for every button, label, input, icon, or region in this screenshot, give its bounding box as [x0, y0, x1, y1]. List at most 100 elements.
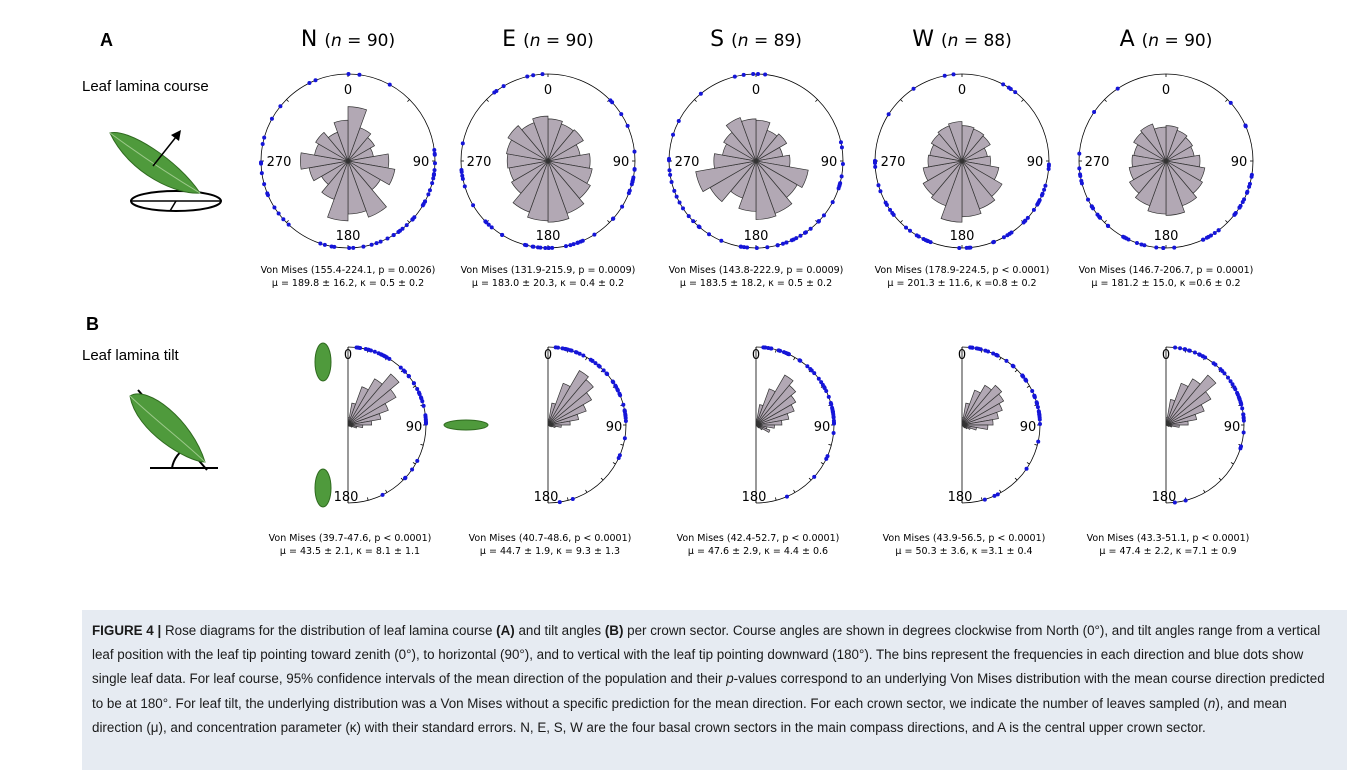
leaf-data-dot	[278, 104, 283, 109]
leaf-data-dot	[784, 240, 789, 245]
stats-line-2: μ = 181.2 ± 15.0, κ =0.6 ± 0.2	[1091, 278, 1240, 289]
leaf-data-dot	[406, 374, 411, 379]
rose-bar	[961, 393, 1005, 426]
axis-label-180: 180	[336, 229, 361, 244]
leaf-data-dot	[387, 82, 392, 87]
leaf-data-dot	[398, 228, 403, 233]
sector-n-label: n	[738, 31, 754, 51]
leaf-data-dot	[570, 496, 575, 501]
leaf-data-dot	[419, 396, 424, 401]
leaf-data-dot	[784, 351, 789, 356]
leaf-data-dot	[825, 454, 830, 459]
leaf-data-dot	[1183, 498, 1188, 503]
leaf-data-dot	[812, 474, 817, 479]
leaf-data-dot	[1009, 230, 1014, 235]
sector-header-n: N (n = 90)	[301, 27, 395, 52]
caption-text-2: and tilt angles	[514, 623, 605, 638]
leaf-data-dot	[1036, 439, 1041, 444]
leaf-data-dot	[489, 225, 494, 230]
leaf-data-dot	[610, 100, 615, 105]
leaf-data-dot	[272, 205, 277, 210]
leaf-data-dot	[669, 179, 674, 184]
sector-n-value: = 90)	[347, 31, 395, 51]
rose-bar	[347, 160, 396, 186]
leaf-data-dot	[816, 376, 821, 381]
rose-tick	[585, 489, 588, 493]
axis-label-90: 90	[821, 155, 838, 170]
rose-bar	[948, 121, 963, 162]
tilt-leaf-icons	[314, 342, 489, 508]
rose-tick	[400, 477, 404, 481]
rose-tick	[1026, 462, 1030, 465]
stats-line-2: μ = 201.3 ± 11.6, κ =0.8 ± 0.2	[887, 278, 1036, 289]
tilt-illustration	[129, 389, 218, 471]
leaf-data-dot	[1204, 235, 1209, 240]
leaf-data-dot	[426, 192, 431, 197]
leaf-data-dot	[1001, 235, 1006, 240]
leaf-data-dot	[830, 405, 835, 410]
leaf-data-dot	[427, 188, 432, 193]
leaf-data-dot	[366, 347, 371, 352]
leaf-data-dot	[459, 170, 464, 175]
leaf-data-dot	[581, 353, 586, 358]
axis-label-270: 270	[267, 155, 292, 170]
leaf-data-dot	[546, 245, 551, 250]
axis-label-0: 0	[958, 348, 966, 363]
stats-line-1: Von Mises (43.3-51.1, p < 0.0001)	[1087, 533, 1250, 544]
figure-canvas: A Leaf lamina course B Leaf lamina tilt …	[82, 27, 1254, 557]
leaf-data-dot	[1230, 382, 1235, 387]
rose-bar	[755, 160, 809, 188]
leaf-data-dot	[876, 183, 881, 188]
leaf-data-dot	[1241, 412, 1246, 417]
axis-label-0: 0	[752, 348, 760, 363]
rose-bar	[755, 384, 797, 426]
axis-label-180: 180	[950, 229, 975, 244]
leaf-data-dot	[991, 239, 996, 244]
stats-line-1: Von Mises (131.9-215.9, p = 0.0009)	[461, 265, 636, 276]
leaf-data-dot	[1008, 86, 1013, 91]
leaf-data-dot	[983, 348, 988, 353]
axis-label-90: 90	[1020, 420, 1037, 435]
caption-bold-b: (B)	[604, 623, 624, 638]
leaf-data-dot	[677, 200, 682, 205]
leaf-data-dot	[560, 346, 565, 351]
axis-label-0: 0	[544, 348, 552, 363]
leaf-data-dot	[838, 140, 843, 145]
axis-label-0: 0	[1162, 83, 1170, 98]
leaf-data-dot	[1022, 219, 1027, 224]
leaf-data-dot	[840, 162, 845, 167]
rose-bar	[755, 160, 777, 220]
rose-tick	[412, 385, 416, 388]
rose-tick	[1203, 489, 1206, 493]
leaf-data-dot	[1237, 396, 1242, 401]
leaf-data-dot	[1046, 163, 1051, 168]
caption-bold-a: (A)	[496, 623, 515, 638]
leaf-data-dot	[525, 74, 530, 79]
leaf-data-dot	[667, 158, 672, 163]
leaf-data-dot	[741, 72, 746, 77]
rose-bar	[922, 160, 963, 196]
leaf-data-dot	[824, 389, 829, 394]
leaf-data-dot	[816, 219, 821, 224]
rose-tick	[620, 444, 624, 446]
sector-header-e: E (n = 90)	[502, 27, 594, 52]
leaf-data-dot	[622, 436, 627, 441]
leaf-data-dot	[613, 383, 618, 388]
leaf-data-dot	[357, 72, 362, 77]
leaf-data-dot	[1218, 367, 1223, 372]
leaf-data-dot	[307, 81, 312, 86]
rose-bar	[755, 424, 760, 429]
leaf-data-dot	[836, 186, 841, 191]
leaf-data-dot	[416, 390, 421, 395]
leaf-data-dot	[588, 357, 593, 362]
stats-line-2: μ = 183.0 ± 20.3, κ = 0.4 ± 0.2	[472, 278, 624, 289]
leaf-data-dot	[611, 216, 616, 221]
leaf-data-dot	[680, 206, 685, 211]
leaf-data-dot	[1241, 415, 1246, 420]
leaf-data-dot	[805, 364, 810, 369]
leaf-data-dot	[483, 219, 488, 224]
axis-label-90: 90	[606, 420, 623, 435]
leaf-data-dot	[500, 232, 505, 237]
tilt-rose-e: 0 90 180 Von Mises (40.7-48.6, p < 0.0001) μ…	[469, 345, 631, 557]
figure-caption: FIGURE 4 | Rose diagrams for the distrib…	[82, 610, 1347, 770]
